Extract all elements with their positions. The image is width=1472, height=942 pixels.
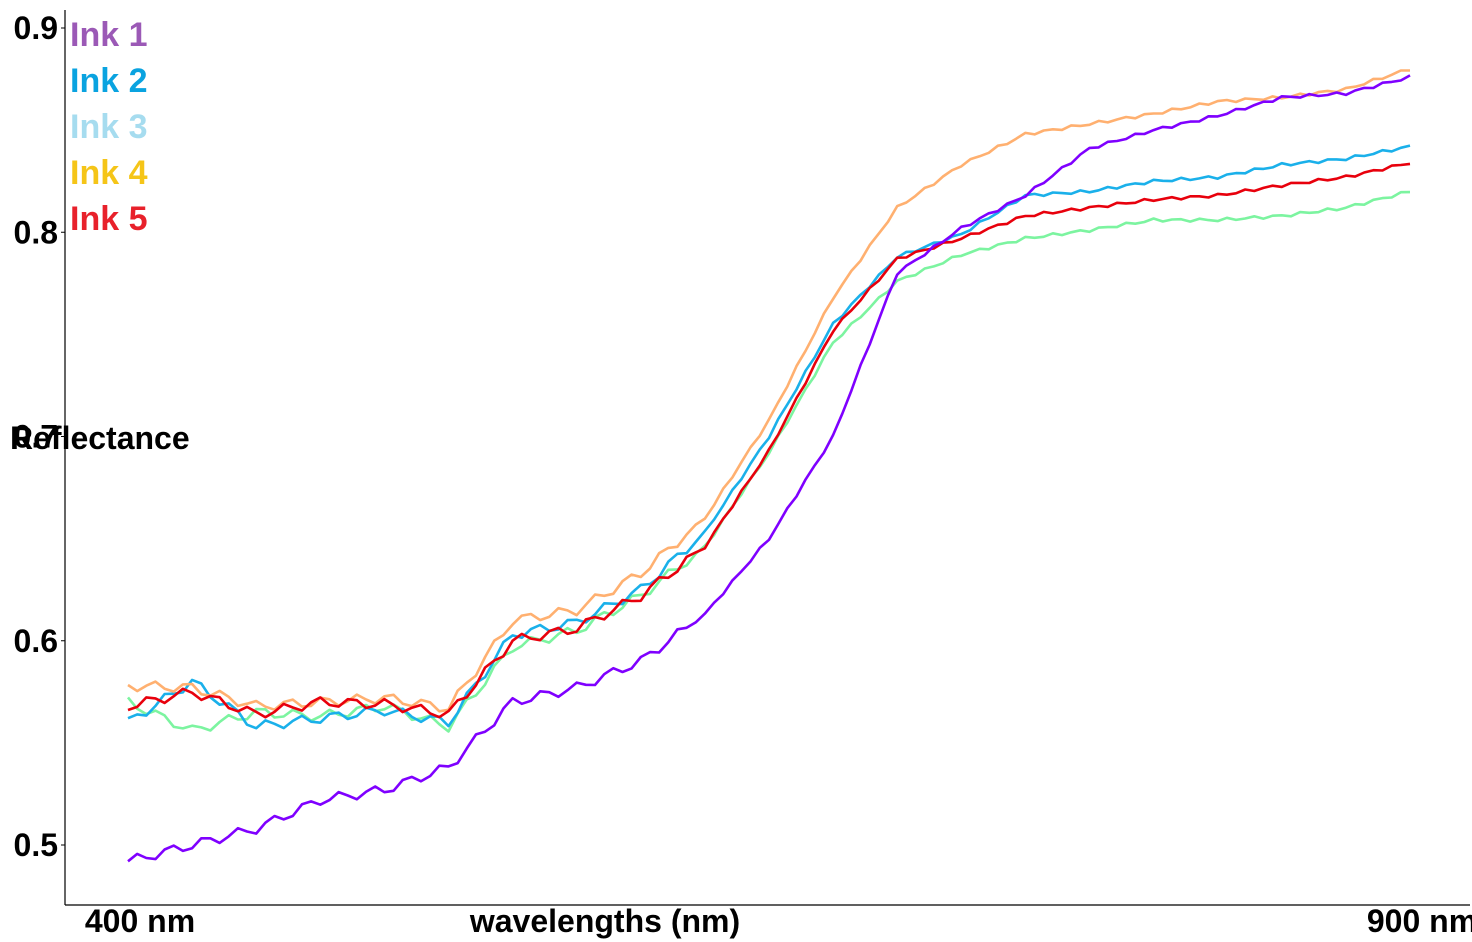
legend-item-ink-5: Ink 5 <box>70 200 147 238</box>
series-line-ink-5 <box>127 162 1411 719</box>
legend-item-ink-3: Ink 3 <box>70 108 147 146</box>
y-tick-label: 0.5 <box>14 827 58 863</box>
series-line-ink-1 <box>127 74 1411 863</box>
legend: Ink 1 Ink 2 Ink 3 Ink 4 Ink 5 <box>70 16 148 238</box>
series-line-ink-2 <box>127 144 1411 730</box>
x-tick-label: 900 nm <box>1367 903 1472 939</box>
series-line-ink-4 <box>127 69 1410 713</box>
x-axis-label: wavelengths (nm) <box>469 903 740 939</box>
y-tick-label: 0.9 <box>14 10 58 46</box>
legend-item-ink-4: Ink 4 <box>70 154 148 192</box>
y-ticks: 0.5 0.6 0.7 0.8 0.9 <box>14 10 65 863</box>
series-line-ink-3 <box>126 190 1411 733</box>
axes <box>64 10 1470 906</box>
x-tick-label: 400 nm <box>85 903 195 939</box>
y-tick-label: 0.6 <box>14 623 58 659</box>
legend-item-ink-2: Ink 2 <box>70 62 147 100</box>
y-tick-label: 0.7 <box>14 419 58 455</box>
series-lines <box>126 69 1411 863</box>
legend-item-ink-1: Ink 1 <box>70 16 147 54</box>
x-ticks: 400 nm 900 nm <box>85 903 1472 939</box>
y-axis-label: Reflectance <box>10 420 190 456</box>
y-tick-label: 0.8 <box>14 214 58 250</box>
